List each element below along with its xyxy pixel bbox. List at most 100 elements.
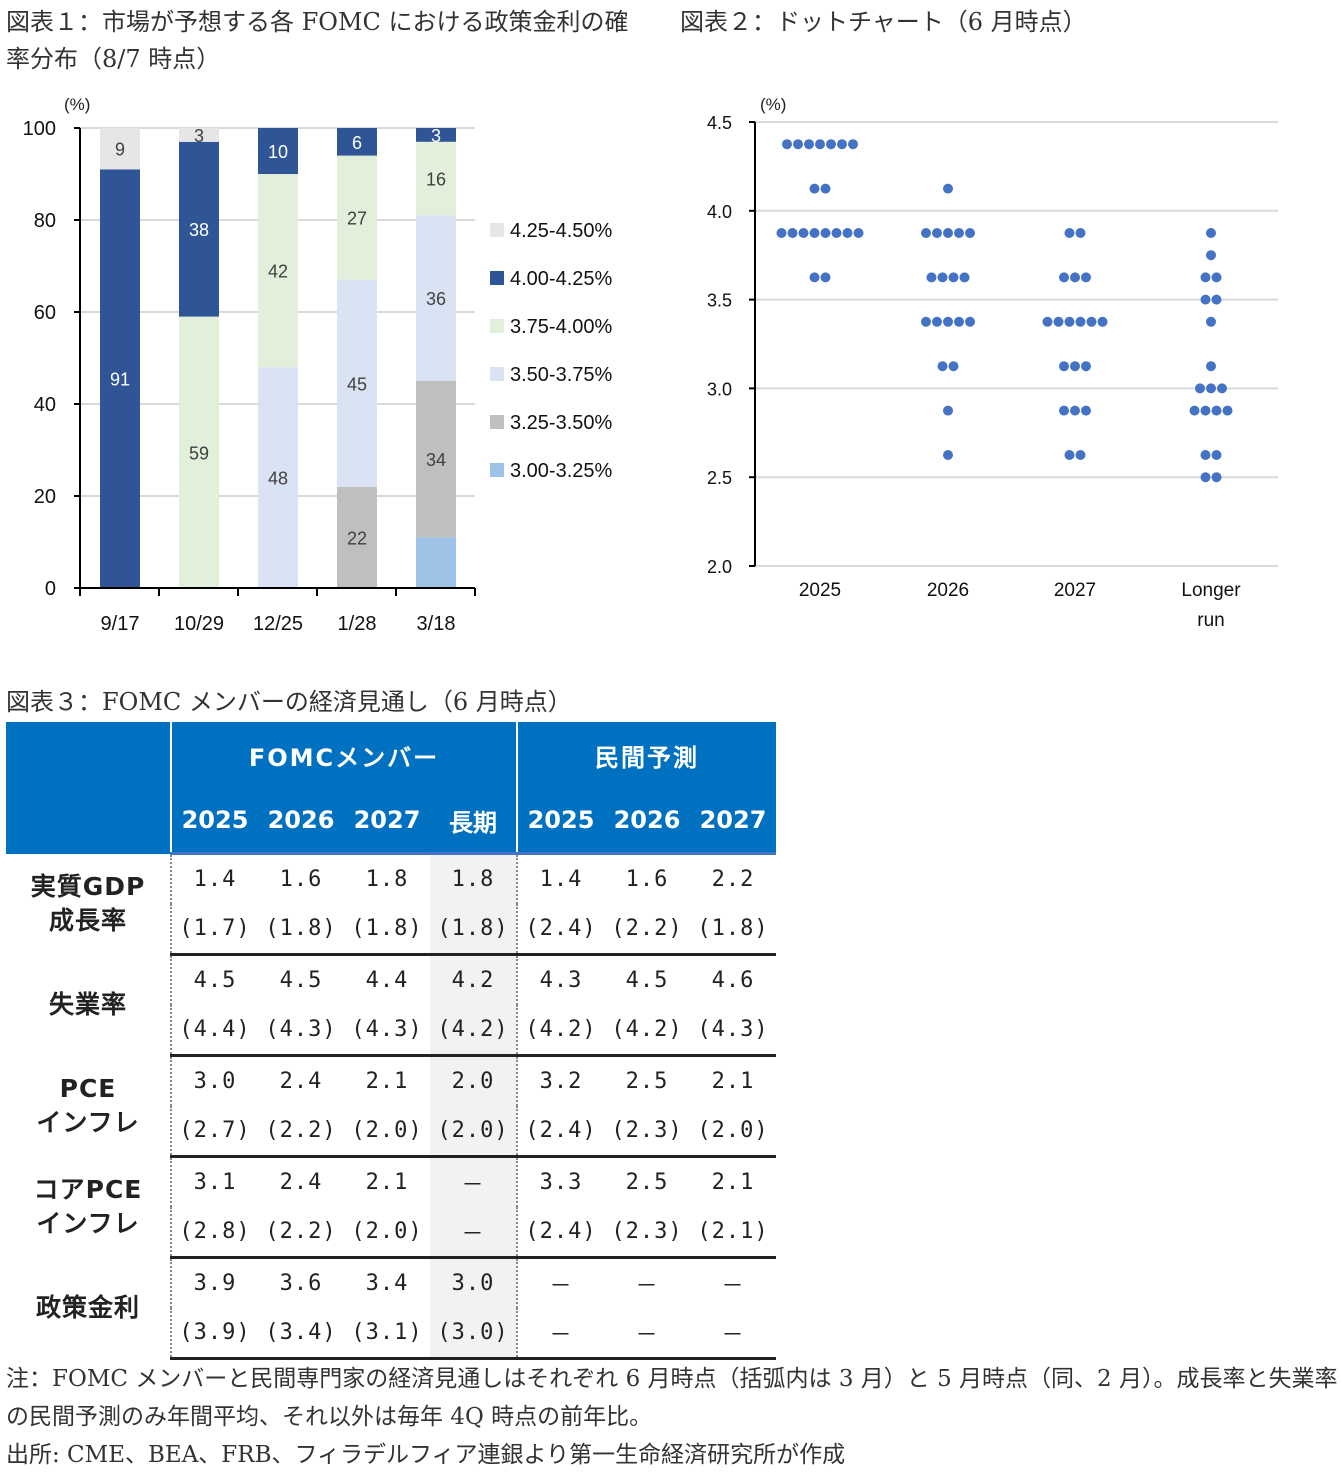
- header-longer-run: 長期: [430, 788, 518, 855]
- dot: [1222, 405, 1233, 416]
- dot: [787, 228, 798, 238]
- table-row: (3.9) (3.4) (3.1) (3.0) －－－: [6, 1308, 776, 1360]
- svg-text:27: 27: [347, 209, 367, 229]
- previous-projection-value: (2.3): [604, 1106, 690, 1158]
- previous-projection-value: (4.2): [430, 1005, 518, 1057]
- projection-value: 3.1: [193, 1170, 237, 1195]
- dot: [943, 450, 953, 460]
- dot: [937, 272, 948, 283]
- svg-text:4.00-4.25%: 4.00-4.25%: [510, 268, 613, 290]
- previous-projection-value: (4.3): [690, 1005, 776, 1057]
- svg-text:4.5: 4.5: [707, 113, 732, 133]
- dot: [1206, 250, 1216, 261]
- projection-value: 2.5: [625, 1170, 669, 1195]
- projection-value: 2.1: [711, 1069, 755, 1094]
- row-label-line1: 失業率: [48, 990, 127, 1019]
- svg-text:91: 91: [110, 370, 130, 390]
- dot: [1064, 316, 1075, 327]
- dot: [820, 183, 831, 194]
- projection-value: 2.4: [279, 1170, 323, 1195]
- previous-projection-value: (4.2): [604, 1005, 690, 1057]
- dot: [1086, 316, 1097, 327]
- svg-text:1/28: 1/28: [338, 613, 377, 635]
- economic-projections-table: FOMCメンバー 民間予測 2025 2026 2027 長期 2025 202…: [6, 722, 776, 1360]
- dot: [943, 316, 953, 327]
- dot: [937, 361, 948, 372]
- projection-value: －: [721, 1273, 745, 1299]
- legend-item: 4.00-4.25%: [490, 268, 613, 290]
- table-corner-cell: [6, 722, 172, 854]
- dot: [837, 139, 847, 150]
- projection-value: －: [430, 1156, 518, 1207]
- previous-projection-value: －: [604, 1308, 690, 1360]
- row-label-line1: 実質GDP: [30, 872, 146, 901]
- svg-text:4.25-4.50%: 4.25-4.50%: [510, 220, 613, 242]
- svg-text:2025: 2025: [799, 580, 841, 601]
- legend-item: 3.00-3.25%: [490, 460, 613, 482]
- dot: [1200, 272, 1211, 283]
- previous-projection-value: (3.9): [171, 1308, 258, 1360]
- dot: [1211, 450, 1222, 460]
- dot: [1206, 228, 1216, 238]
- projection-value: 1.4: [193, 867, 237, 892]
- dot: [1070, 405, 1080, 416]
- svg-text:9/17: 9/17: [101, 613, 140, 635]
- row-label-line2: インフレ: [36, 1108, 140, 1137]
- table-row: 政策金利 3.9 3.6 3.4 3.0 －－－: [6, 1257, 776, 1359]
- svg-text:2.0: 2.0: [707, 557, 732, 577]
- dot: [820, 272, 831, 283]
- dot: [776, 228, 787, 238]
- previous-projection-value: (3.1): [344, 1308, 430, 1360]
- dot: [1075, 228, 1086, 238]
- dot: [921, 316, 931, 327]
- dot: [1189, 405, 1200, 416]
- projection-value: 3.9: [193, 1271, 237, 1296]
- svg-text:(%): (%): [64, 95, 90, 114]
- dot: [1195, 383, 1205, 394]
- previous-projection-value: (4.3): [258, 1005, 344, 1057]
- svg-text:0: 0: [45, 578, 56, 600]
- source-text: 出所: CME、BEA、FRB、フィラデルフィア連銀より第一生命経済研究所が作成: [6, 1442, 846, 1468]
- projection-value: 2.5: [625, 1069, 669, 1094]
- projection-value: 3.2: [539, 1069, 583, 1094]
- dot: [926, 272, 937, 283]
- row-label-line1: PCE: [59, 1074, 117, 1103]
- svg-text:3.50-3.75%: 3.50-3.75%: [510, 364, 613, 386]
- bar-segment: [100, 169, 140, 588]
- svg-text:12/25: 12/25: [253, 613, 303, 635]
- dot: [1059, 361, 1069, 372]
- projection-value: 2.4: [279, 1069, 323, 1094]
- previous-projection-value: (2.4): [517, 904, 604, 956]
- bar-segment: [337, 279, 377, 487]
- svg-text:3.0: 3.0: [707, 379, 732, 399]
- table-row: (1.7) (1.8) (1.8) (1.8) (2.4) (2.2) (1.8): [6, 904, 776, 956]
- projection-value: 2.0: [430, 1055, 518, 1106]
- dot: [1206, 361, 1216, 372]
- table-row: 実質GDP 成長率 1.4 1.6 1.8 1.8 1.4 1.6 2.2: [6, 853, 776, 955]
- dot: [804, 139, 814, 150]
- projection-value: 3.3: [539, 1170, 583, 1195]
- row-label-line1: 政策金利: [35, 1293, 140, 1322]
- projection-value: 3.6: [279, 1271, 323, 1296]
- dot: [826, 139, 836, 150]
- svg-text:42: 42: [268, 262, 288, 282]
- previous-projection-value: (2.2): [258, 1106, 344, 1158]
- dot: [1206, 383, 1216, 394]
- projection-value: 4.5: [279, 968, 323, 993]
- previous-projection-value: －: [517, 1308, 604, 1360]
- dot: [1070, 272, 1080, 283]
- dot: [921, 228, 931, 238]
- previous-projection-value: (2.0): [690, 1106, 776, 1158]
- svg-text:6: 6: [352, 133, 362, 153]
- row-label-line2: 成長率: [48, 906, 127, 935]
- dot: [1081, 272, 1091, 283]
- previous-projection-value: (4.2): [517, 1005, 604, 1057]
- dot: [809, 228, 820, 238]
- table-row: (2.7) (2.2) (2.0) (2.0) (2.4) (2.3) (2.0): [6, 1106, 776, 1158]
- dot: [1217, 383, 1227, 394]
- bar-segment: [258, 367, 298, 588]
- dot: [948, 272, 959, 283]
- dot: [798, 228, 809, 238]
- projection-value: 4.4: [365, 968, 409, 993]
- dot: [943, 183, 953, 194]
